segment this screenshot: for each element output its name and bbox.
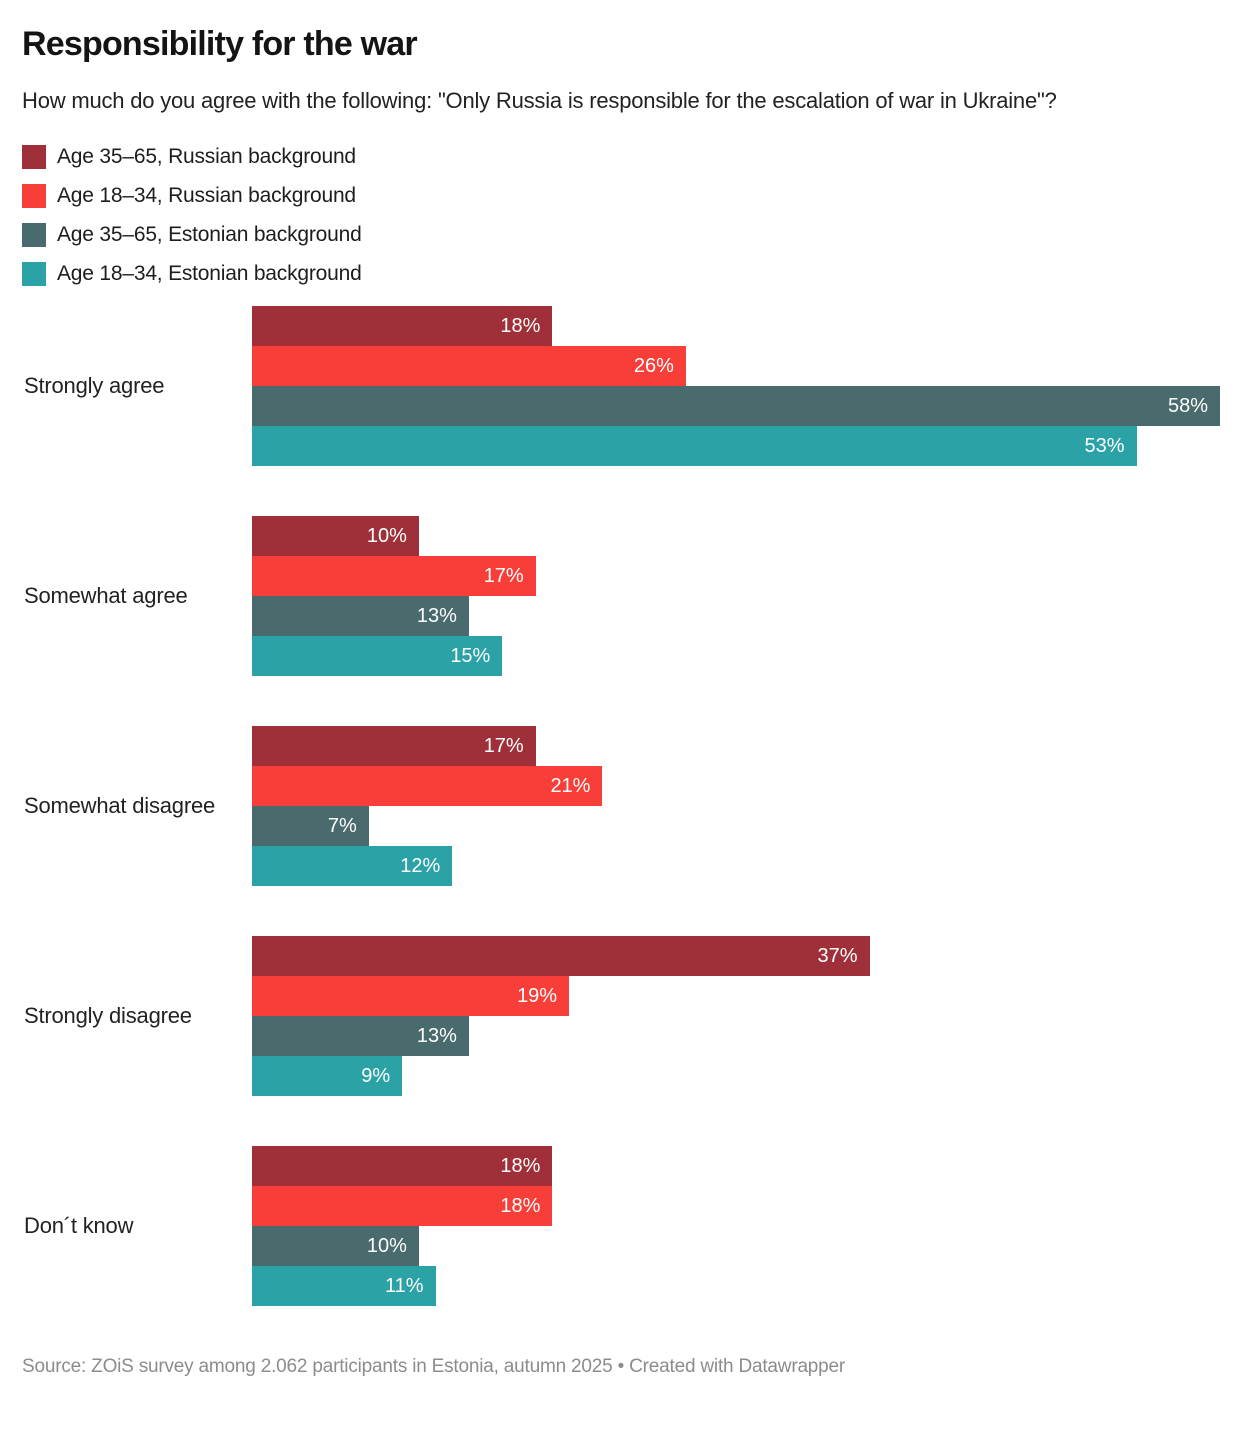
legend-label: Age 35–65, Russian background — [57, 145, 356, 168]
bar: 15% — [252, 636, 503, 676]
bar: 13% — [252, 596, 469, 636]
bar: 13% — [252, 1016, 469, 1056]
bar-value-label: 7% — [327, 815, 357, 837]
bar-value-label: 26% — [633, 355, 674, 377]
bar-value-label: 10% — [366, 525, 407, 547]
legend-swatch — [22, 223, 46, 247]
bar-value-label: 11% — [385, 1275, 424, 1297]
bar-value-label: 37% — [817, 945, 858, 967]
legend-label: Age 18–34, Russian background — [57, 184, 356, 207]
category-label: Strongly agree — [24, 373, 165, 398]
category-label: Somewhat agree — [24, 583, 188, 608]
legend-item: Age 35–65, Estonian background — [22, 223, 1220, 247]
bar-value-label: 9% — [361, 1065, 391, 1087]
bar: 10% — [252, 516, 419, 556]
bar: 37% — [252, 936, 870, 976]
legend-item: Age 35–65, Russian background — [22, 145, 1220, 169]
bar: 10% — [252, 1226, 419, 1266]
bar-value-label: 15% — [450, 645, 491, 667]
bar: 17% — [252, 556, 536, 596]
source-note: Source: ZOiS survey among 2.062 particip… — [22, 1356, 846, 1377]
bar-chart: Strongly agree 18% 26% 58% 53% Somewhat agree… — [22, 306, 1220, 1306]
bar: 53% — [252, 426, 1137, 466]
legend-swatch — [22, 184, 46, 208]
bar: 9% — [252, 1056, 403, 1096]
bar-group: Somewhat disagree 17% 21% 7% 12% — [22, 726, 1220, 886]
bar-track: 10% 17% 13% 15% — [252, 516, 1220, 676]
legend-label: Age 18–34, Estonian background — [57, 262, 362, 285]
bar: 18% — [252, 1186, 553, 1226]
bar: 17% — [252, 726, 536, 766]
chart-title: Responsibility for the war — [22, 25, 418, 63]
bar-value-label: 17% — [483, 565, 524, 587]
bar-value-label: 18% — [500, 315, 541, 337]
bar: 18% — [252, 306, 553, 346]
legend-label: Age 35–65, Estonian background — [57, 223, 362, 246]
bar: 11% — [252, 1266, 436, 1306]
legend-swatch — [22, 145, 46, 169]
category-label: Strongly disagree — [24, 1003, 192, 1028]
legend-item: Age 18–34, Estonian background — [22, 262, 1220, 286]
bar: 18% — [252, 1146, 553, 1186]
bar-track: 17% 21% 7% 12% — [252, 726, 1220, 886]
bar: 19% — [252, 976, 570, 1016]
bar: 26% — [252, 346, 686, 386]
bar-value-label: 18% — [500, 1195, 541, 1217]
bar-group: Strongly agree 18% 26% 58% 53% — [22, 306, 1220, 466]
category-label: Don´t know — [24, 1213, 134, 1238]
bar-group: Strongly disagree 37% 19% 13% 9% — [22, 936, 1220, 1096]
bar-value-label: 10% — [366, 1235, 407, 1257]
bar: 58% — [252, 386, 1220, 426]
bar-group: Somewhat agree 10% 17% 13% 15% — [22, 516, 1220, 676]
bar-value-label: 19% — [517, 985, 558, 1007]
bar-value-label: 13% — [416, 1025, 457, 1047]
bar: 7% — [252, 806, 369, 846]
bar: 12% — [252, 846, 453, 886]
category-label: Somewhat disagree — [24, 793, 216, 818]
bar-value-label: 12% — [400, 855, 441, 877]
bar-value-label: 13% — [416, 605, 457, 627]
bar-track: 18% 18% 10% 11% — [252, 1146, 1220, 1306]
bar-value-label: 17% — [483, 735, 524, 757]
bar-group: Don´t know 18% 18% 10% 11% — [22, 1146, 1220, 1306]
legend: Age 35–65, Russian background Age 18–34, … — [22, 145, 1220, 286]
bar-track: 37% 19% 13% 9% — [252, 936, 1220, 1096]
chart-subtitle: How much do you agree with the following… — [22, 88, 1057, 113]
bar-value-label: 21% — [550, 775, 591, 797]
legend-item: Age 18–34, Russian background — [22, 184, 1220, 208]
bar-value-label: 53% — [1084, 435, 1125, 457]
bar-value-label: 58% — [1167, 395, 1208, 417]
bar: 21% — [252, 766, 603, 806]
bar-track: 18% 26% 58% 53% — [252, 306, 1220, 466]
bar-value-label: 18% — [500, 1155, 541, 1177]
legend-swatch — [22, 262, 46, 286]
